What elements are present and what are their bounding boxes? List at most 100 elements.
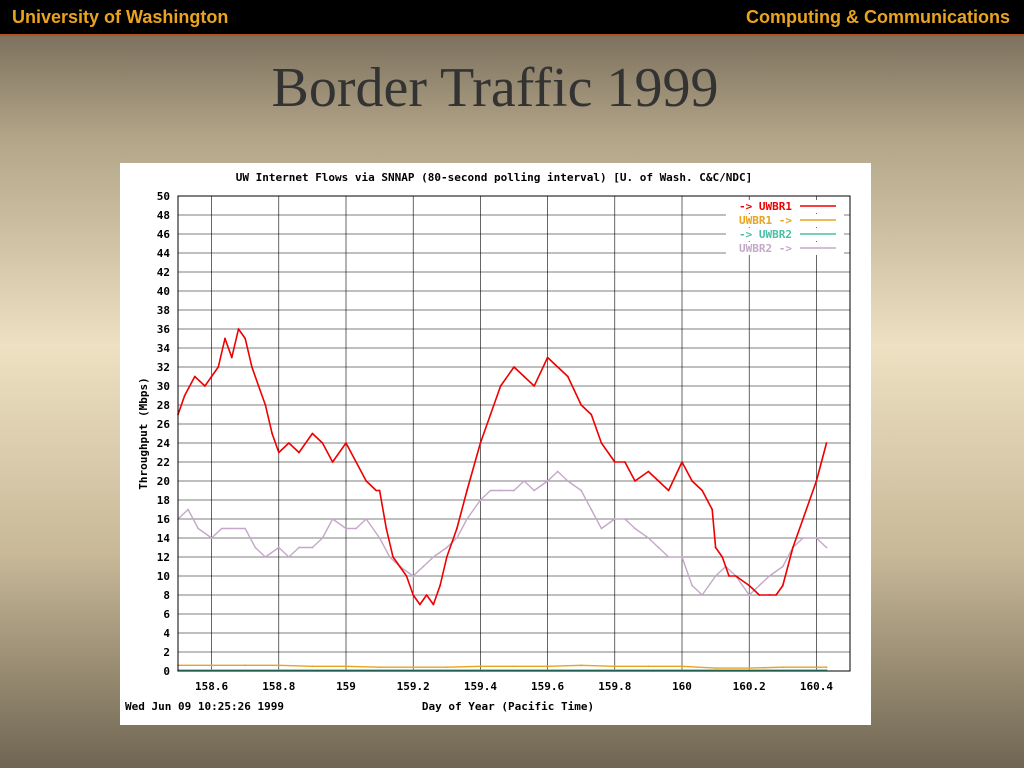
y-tick-label: 12 (157, 551, 170, 564)
x-tick-labels: 158.6 158.8 159 159.2 159.4 159.6 159.8 160 160.… (195, 680, 833, 693)
x-tick-label: 160.4 (800, 680, 833, 693)
series-point-1 (445, 666, 448, 669)
y-tick-label: 2 (163, 646, 170, 659)
series-point-0 (681, 461, 683, 463)
series-point-3 (489, 489, 492, 492)
series-point-0 (345, 442, 347, 444)
traffic-chart: UW Internet Flows via SNNAP (80-second p… (125, 171, 851, 713)
series-point-3 (187, 508, 189, 511)
series-point-0 (734, 575, 737, 577)
series-point-0 (580, 404, 583, 406)
series-point-0 (466, 489, 468, 492)
y-tick-label: 34 (157, 342, 171, 355)
x-axis-label: Day of Year (Pacific Time) (422, 700, 594, 713)
series-point-0 (479, 442, 482, 444)
series-point-3 (634, 527, 636, 530)
series-point-0 (193, 375, 196, 378)
series-point-0 (590, 413, 593, 416)
series-point-3 (590, 508, 593, 511)
series-point-0 (489, 413, 492, 416)
series-point-1 (748, 667, 751, 669)
y-tick-label: 46 (157, 228, 171, 241)
series-point-1 (378, 666, 381, 669)
series-point-3 (513, 489, 515, 492)
series-point-3 (647, 537, 650, 539)
x-tick-label: 158.8 (262, 680, 295, 693)
chart-panel: UW Internet Flows via SNNAP (80-second p… (120, 163, 871, 725)
x-tick-label: 160 (672, 680, 692, 693)
y-tick-label: 6 (163, 608, 170, 621)
series-point-0 (398, 565, 401, 568)
y-tick-label: 10 (157, 570, 170, 583)
series-point-0 (456, 527, 458, 530)
series-point-1 (479, 665, 482, 668)
series-point-0 (412, 594, 415, 596)
legend-entry: UWBR2 -> (739, 242, 792, 255)
series-point-3 (600, 527, 603, 530)
plot-frame (177, 195, 851, 672)
series-point-0 (183, 394, 186, 397)
series-point-3 (355, 527, 357, 530)
y-tick-label: 0 (163, 665, 170, 678)
y-tick-label: 38 (157, 304, 170, 317)
slide-title: Border Traffic 1999 (271, 57, 719, 119)
y-tick-label: 4 (163, 627, 170, 640)
series-point-0 (634, 480, 636, 482)
x-tick-label: 159 (336, 680, 356, 693)
y-tick-label: 48 (157, 209, 170, 222)
header-org: University of Washington (12, 7, 229, 27)
series-point-0 (244, 337, 247, 340)
header-bar: University of Washington Computing & Com… (0, 0, 1024, 36)
y-tick-label: 26 (157, 418, 171, 431)
series-point-0 (375, 489, 378, 492)
series-point-0 (657, 480, 660, 482)
series-point-3 (566, 480, 569, 482)
series-point-3 (499, 489, 502, 492)
series-point-3 (321, 537, 324, 539)
series-point-0 (237, 328, 240, 330)
series-point-3 (479, 499, 482, 501)
y-tick-label: 30 (157, 380, 170, 393)
series-point-0 (217, 366, 220, 368)
series-point-1 (681, 665, 683, 668)
series-point-3 (388, 556, 391, 558)
series-point-0 (775, 594, 777, 596)
series-point-0 (748, 584, 751, 587)
series-point-0 (825, 442, 828, 444)
series-point-0 (711, 508, 714, 511)
series-point-0 (385, 527, 388, 530)
y-tick-label: 40 (157, 285, 170, 298)
series-point-3 (580, 489, 583, 492)
series-point-0 (808, 499, 811, 501)
series-point-3 (345, 527, 347, 530)
series-point-0 (230, 356, 233, 359)
series-point-0 (445, 556, 448, 558)
series-point-1 (244, 664, 247, 667)
series-point-0 (600, 442, 603, 444)
series-point-1 (311, 665, 314, 668)
series-point-3 (815, 537, 818, 539)
series-point-0 (647, 470, 650, 473)
series-point-0 (499, 385, 502, 387)
series-point-0 (298, 451, 300, 454)
series-point-0 (425, 594, 428, 596)
series-point-0 (523, 375, 525, 378)
series-point-3 (556, 470, 559, 473)
y-tick-label: 28 (157, 399, 170, 412)
series-point-0 (613, 461, 616, 463)
series-point-3 (445, 546, 448, 549)
series-point-1 (580, 664, 583, 667)
series-point-0 (419, 603, 421, 606)
series-point-0 (271, 432, 273, 435)
series-point-3 (277, 546, 280, 549)
series-point-0 (546, 356, 549, 359)
series-point-1 (647, 665, 650, 668)
x-tick-label: 159.2 (397, 680, 430, 693)
series-point-1 (714, 667, 717, 669)
series-point-0 (533, 385, 536, 387)
series-point-0 (224, 337, 226, 340)
chart-title: UW Internet Flows via SNNAP (80-second p… (236, 171, 753, 184)
y-tick-label: 18 (157, 494, 170, 507)
y-tick-label: 20 (157, 475, 170, 488)
